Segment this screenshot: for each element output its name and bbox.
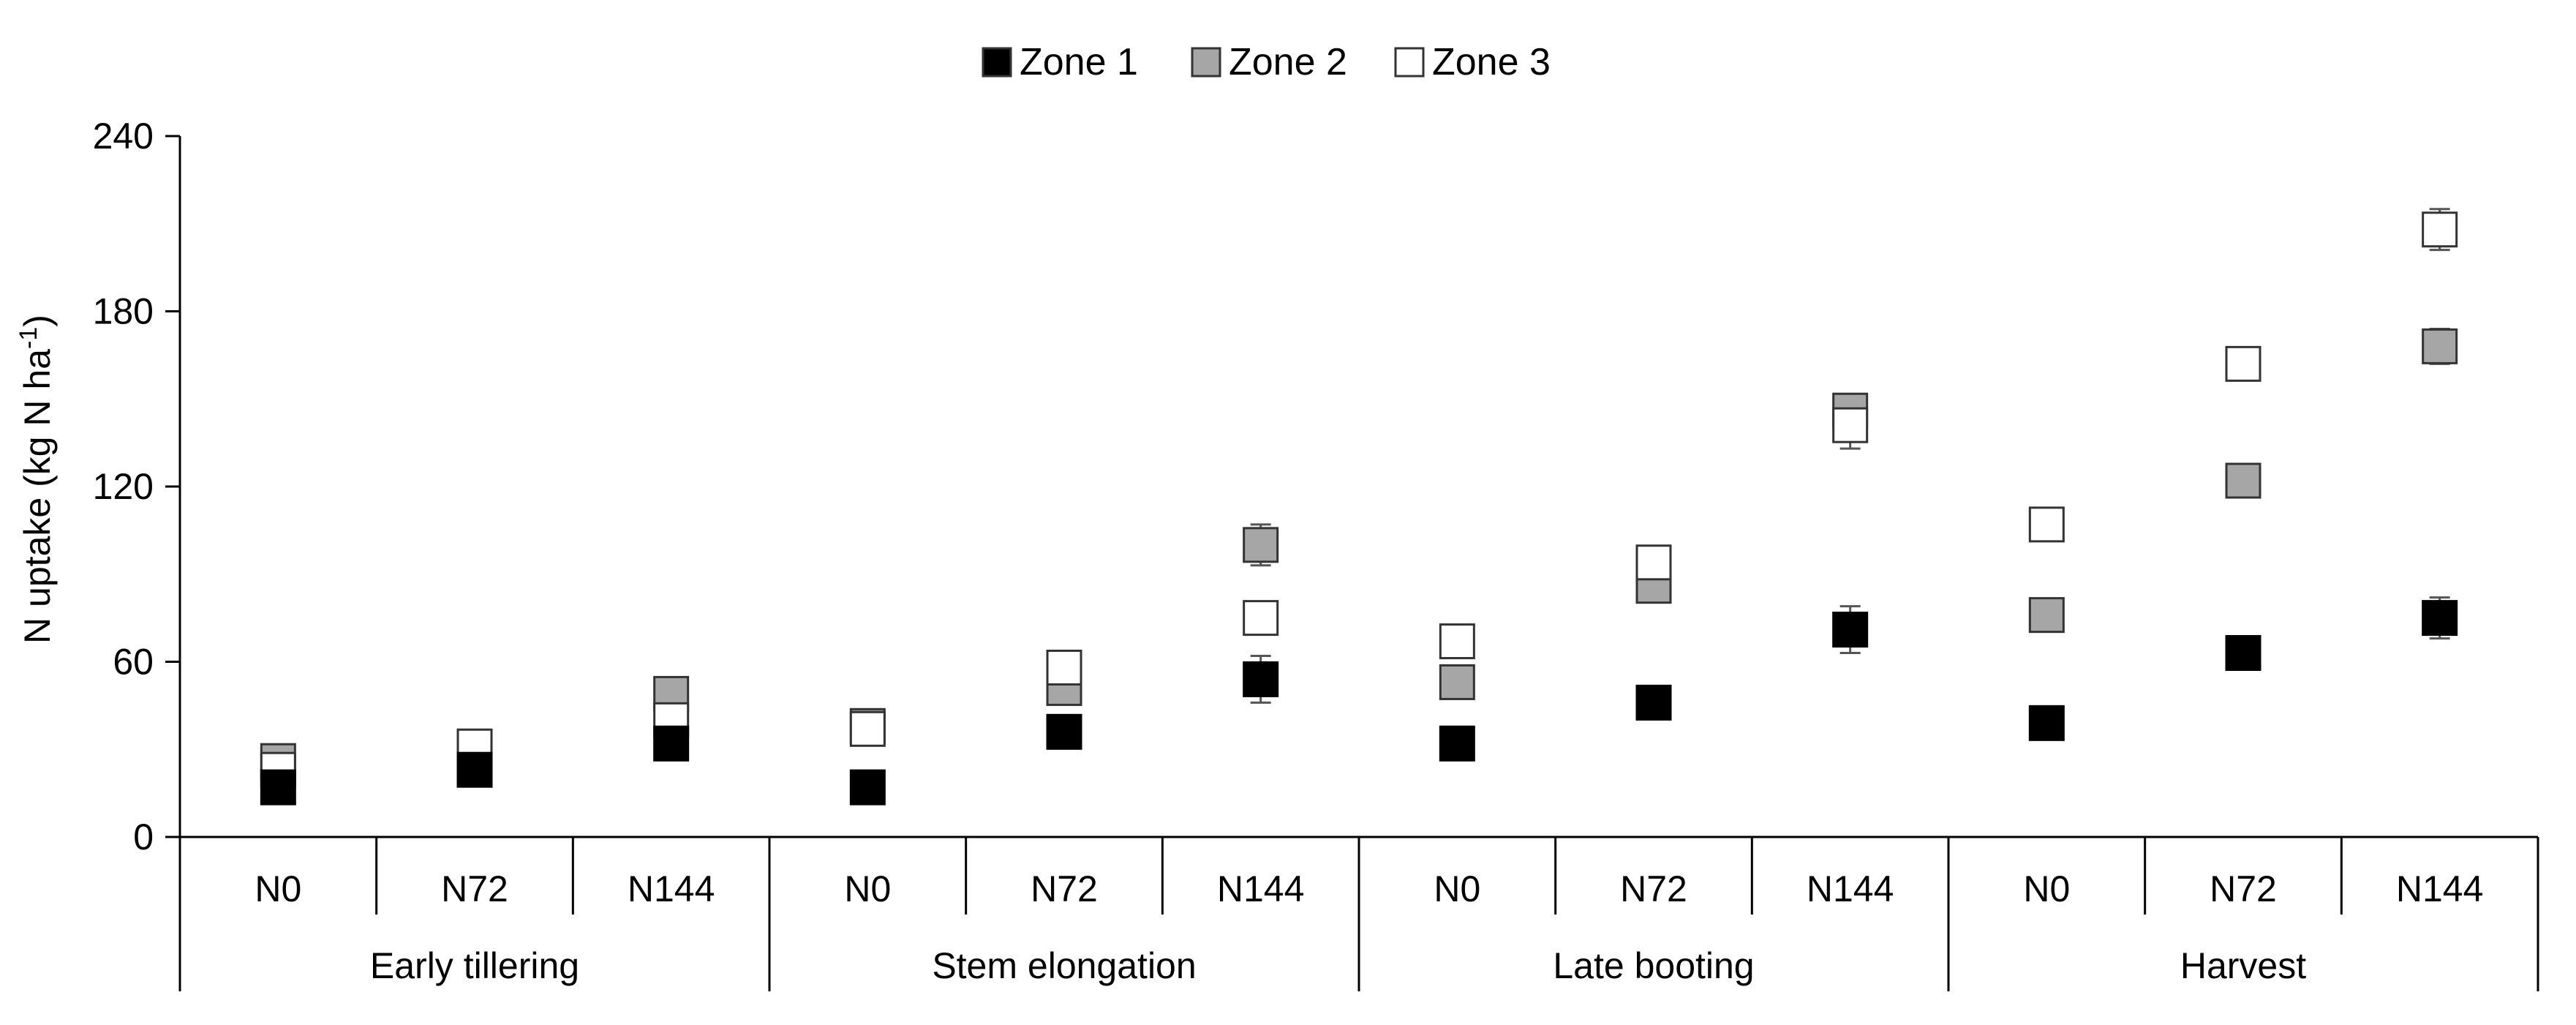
- data-point-zone-3: [1635, 544, 1672, 581]
- data-point-zone-1: [849, 769, 886, 806]
- data-point-zone-2: [1243, 527, 1279, 563]
- y-tick-label: 0: [133, 816, 154, 857]
- x-category-label: N0: [844, 868, 891, 909]
- data-point-zone-1: [1832, 612, 1869, 648]
- x-category-label: N0: [1434, 868, 1480, 909]
- data-point-zone-3: [1439, 623, 1475, 660]
- data-point-zone-2: [2422, 328, 2458, 364]
- x-category-label: N72: [2210, 868, 2277, 909]
- x-category-label: N72: [441, 868, 508, 909]
- data-point-zone-3: [2422, 211, 2458, 248]
- x-category-label: N144: [1217, 868, 1305, 909]
- data-point-zone-3: [1046, 649, 1082, 686]
- data-point-zone-3: [1243, 600, 1279, 637]
- x-category-label: N144: [1807, 868, 1894, 909]
- x-axis: N0 N72 N144 N0 N72 N144 N0 N72 N144 N0 N72 N144 Earl…: [178, 836, 2539, 991]
- data-point-zone-2: [2225, 462, 2261, 499]
- data-points: [260, 211, 2458, 806]
- x-category-label: N72: [1620, 868, 1687, 909]
- data-point-zone-1: [2225, 635, 2261, 672]
- x-category-label: N0: [255, 868, 301, 909]
- legend-label: Zone 2: [1229, 41, 1347, 83]
- y-tick-label: 120: [93, 466, 154, 507]
- x-category-label: N0: [2023, 868, 2070, 909]
- y-axis-title: N uptake (kg N ha-1): [15, 315, 58, 644]
- data-point-zone-1: [1635, 684, 1672, 721]
- legend-label: Zone 3: [1432, 41, 1551, 83]
- x-group-label: Early tillering: [370, 945, 579, 986]
- y-tick-label: 180: [93, 291, 154, 332]
- data-point-zone-1: [1243, 661, 1279, 697]
- y-axis: 0 60 120 180 240: [93, 116, 181, 857]
- data-point-zone-1: [1439, 725, 1475, 762]
- data-point-zone-1: [260, 769, 296, 806]
- data-point-zone-2: [1046, 669, 1082, 706]
- x-category-label: N144: [2396, 868, 2484, 909]
- x-group-label: Stem elongation: [932, 945, 1196, 986]
- x-category-label: N144: [628, 868, 715, 909]
- y-tick-label: 240: [93, 116, 154, 157]
- legend-marker: [982, 47, 1012, 78]
- legend-marker: [1191, 47, 1221, 78]
- legend-label: Zone 1: [1020, 41, 1138, 83]
- x-category-label: N72: [1031, 868, 1098, 909]
- x-group-label: Late booting: [1553, 945, 1754, 986]
- data-point-zone-1: [2422, 600, 2458, 637]
- x-group-label: Harvest: [2180, 945, 2306, 986]
- legend: Zone 1 Zone 2 Zone 3: [982, 41, 1551, 83]
- data-point-zone-3: [1832, 407, 1869, 443]
- legend-marker: [1394, 47, 1425, 78]
- data-point-zone-1: [653, 725, 690, 762]
- data-point-zone-1: [456, 751, 493, 788]
- data-point-zone-1: [2028, 705, 2065, 741]
- error-bars: [268, 208, 2450, 795]
- data-point-zone-3: [2028, 506, 2065, 543]
- data-point-zone-3: [2225, 345, 2261, 382]
- data-point-zone-3: [849, 710, 886, 747]
- data-point-zone-1: [1046, 713, 1082, 750]
- data-point-zone-2: [1439, 664, 1475, 700]
- y-tick-label: 60: [113, 642, 154, 683]
- data-point-zone-2: [2028, 597, 2065, 634]
